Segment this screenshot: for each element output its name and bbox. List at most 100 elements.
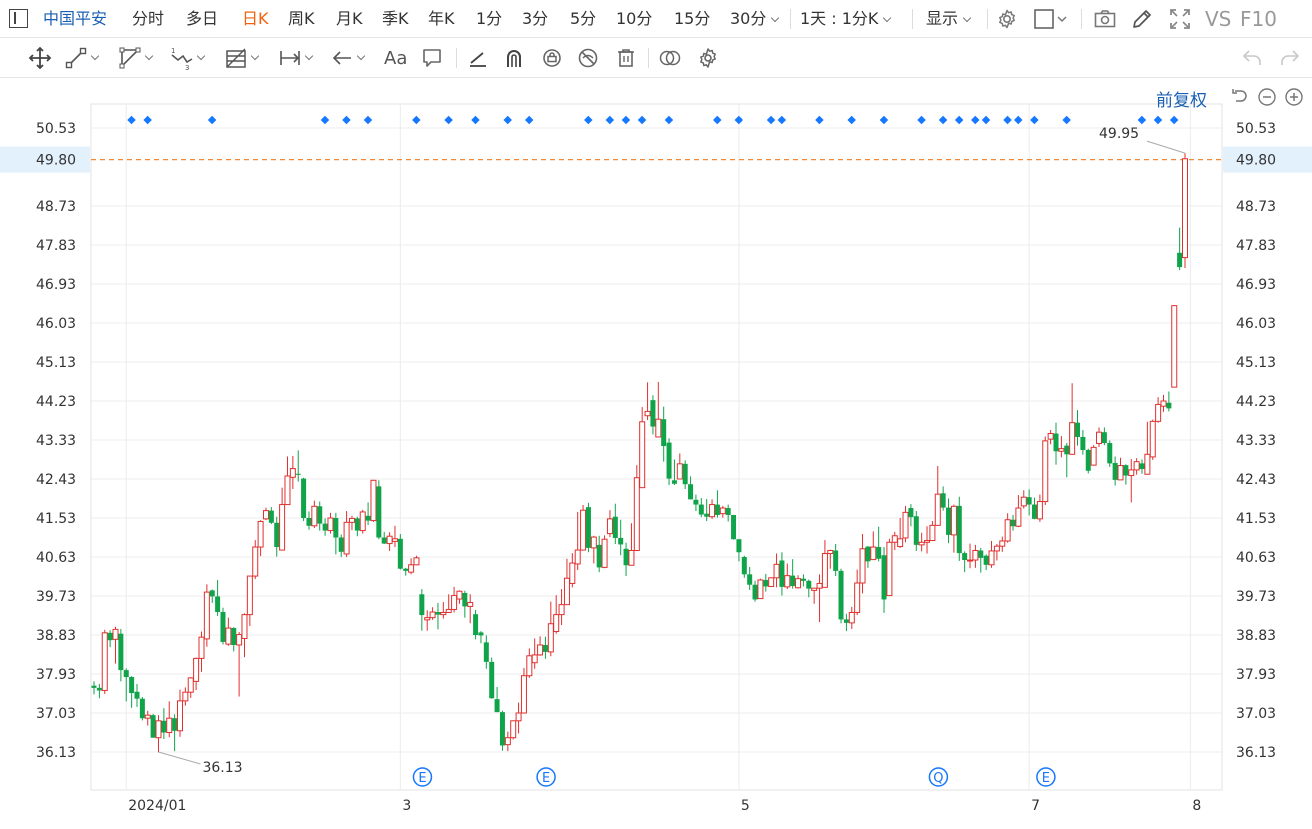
candle-body: [408, 564, 415, 573]
candle-body: [618, 537, 624, 545]
text-icon[interactable]: Aa: [384, 47, 408, 69]
magnet-icon[interactable]: [502, 46, 526, 70]
price-label-left: 49.80: [36, 153, 76, 169]
sidebar-toggle-icon[interactable]: [9, 9, 28, 28]
candle-body: [736, 539, 742, 553]
event-dot: [664, 115, 674, 125]
undo-icon[interactable]: [1240, 46, 1264, 70]
fib-icon[interactable]: [224, 46, 260, 70]
event-dot: [207, 115, 217, 125]
fullscreen-icon[interactable]: [1168, 7, 1192, 31]
eye-off-icon[interactable]: [576, 46, 600, 70]
price-label-left: 45.13: [36, 355, 76, 371]
candle-body: [854, 582, 861, 613]
trash-icon[interactable]: [614, 46, 638, 70]
candle-body: [590, 536, 597, 549]
price-label-left: 37.93: [36, 667, 76, 683]
event-dot: [766, 115, 776, 125]
kline-chart-canvas[interactable]: 50.53 50.53 49.80 49.80 48.73 48.73 47.83 47.83…: [0, 78, 1312, 829]
period-tab[interactable]: 10分: [616, 9, 653, 28]
candle-body: [1128, 469, 1135, 477]
price-label-left: 41.53: [36, 511, 76, 527]
candle-body: [419, 594, 425, 616]
period-tab[interactable]: 周K: [288, 9, 315, 28]
candle-body: [870, 546, 877, 561]
candle-body: [478, 632, 484, 636]
display-menu[interactable]: 显示: [926, 0, 972, 38]
candle-body: [295, 473, 301, 475]
candle-body: [731, 514, 737, 540]
period-tab[interactable]: 5分: [570, 9, 597, 28]
note-icon[interactable]: [420, 46, 444, 70]
candle-body: [784, 575, 791, 588]
event-dot: [981, 115, 991, 125]
chevron-down-icon: [90, 51, 100, 61]
kline-chart[interactable]: 50.53 50.53 49.80 49.80 48.73 48.73 47.83 47.83…: [0, 78, 1312, 829]
event-dot: [503, 115, 512, 125]
period-tab[interactable]: 季K: [382, 9, 409, 28]
move-icon[interactable]: [28, 46, 52, 70]
f10-button[interactable]: F10: [1240, 7, 1277, 31]
candle-body: [520, 675, 527, 714]
overlay-icon[interactable]: [658, 46, 682, 70]
candle-body: [150, 715, 156, 738]
candle-body: [456, 590, 463, 600]
lock-icon[interactable]: [540, 46, 564, 70]
candle-body: [698, 504, 704, 515]
candle-body: [859, 548, 866, 584]
event-dot: [127, 115, 136, 125]
brush-icon[interactable]: [466, 46, 490, 70]
period-tab[interactable]: 日K: [242, 9, 269, 28]
redo-icon[interactable]: [1278, 46, 1302, 70]
range-icon[interactable]: [278, 46, 314, 70]
arrow-icon[interactable]: [330, 46, 366, 70]
separator: [456, 48, 457, 68]
candle-body: [934, 493, 941, 526]
price-label-left: 39.73: [36, 589, 76, 605]
period-tab[interactable]: 3分: [522, 9, 549, 28]
adjust-mode-button[interactable]: 前复权: [1156, 91, 1207, 111]
price-label-right: 37.93: [1236, 667, 1276, 683]
candle-body: [236, 634, 243, 646]
period-tab[interactable]: 1分: [476, 9, 503, 28]
event-dot: [847, 115, 856, 125]
gear-icon[interactable]: [995, 7, 1019, 31]
pencil-icon[interactable]: [1130, 7, 1154, 31]
camera-icon[interactable]: [1093, 7, 1117, 31]
candle-body: [682, 463, 688, 485]
candle-body: [768, 577, 775, 587]
channel-icon[interactable]: [118, 46, 154, 70]
square-icon[interactable]: [1033, 7, 1073, 31]
candle-body: [107, 632, 113, 641]
price-label-left: 37.03: [36, 706, 76, 722]
candle-body: [1090, 446, 1097, 466]
period-tab[interactable]: 多日: [186, 9, 219, 28]
stock-name[interactable]: 中国平安: [43, 9, 108, 28]
candle-body: [838, 570, 844, 620]
candle-body: [231, 628, 237, 645]
period-tab[interactable]: 15分: [674, 9, 711, 28]
candle-body: [940, 493, 946, 508]
svg-text:1: 1: [171, 47, 175, 55]
price-label-left: 48.73: [36, 199, 76, 215]
candle-body: [580, 509, 587, 551]
line-segment-icon[interactable]: [64, 46, 100, 70]
candle-body: [289, 468, 296, 478]
period-tab[interactable]: 月K: [336, 9, 363, 28]
price-label-right: 46.93: [1236, 277, 1276, 293]
candle-body: [1117, 465, 1124, 481]
period-tab[interactable]: 分时: [132, 9, 165, 28]
zoom-in-icon[interactable]: [1284, 87, 1304, 107]
vs-button[interactable]: VS: [1205, 7, 1232, 31]
settings-icon[interactable]: [696, 46, 720, 70]
candle-body: [1160, 400, 1167, 407]
candle-body: [1133, 461, 1140, 471]
period-tab[interactable]: 年K: [428, 9, 455, 28]
zoom-out-icon[interactable]: [1257, 87, 1277, 107]
reset-icon[interactable]: [1230, 87, 1250, 107]
period-tab[interactable]: 30分: [730, 0, 780, 38]
interval-select[interactable]: 1天 : 1分K: [800, 0, 892, 38]
event-dot: [1014, 115, 1023, 125]
event-dot: [938, 115, 948, 125]
